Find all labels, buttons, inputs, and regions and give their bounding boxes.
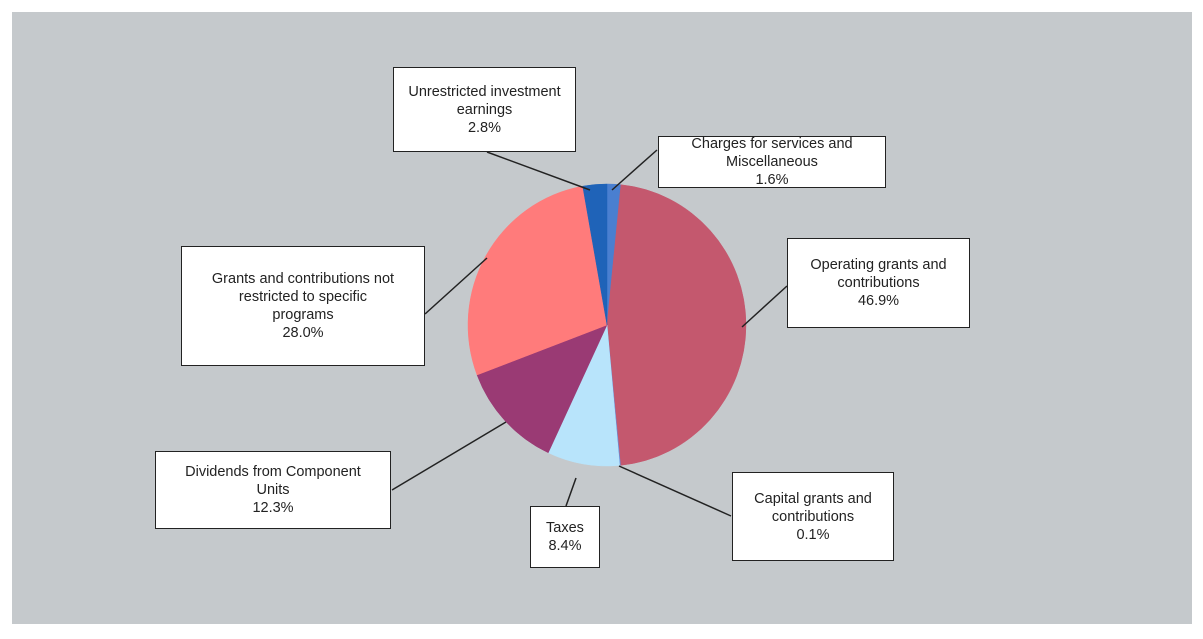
data-label-percent: 46.9% — [857, 293, 900, 309]
data-label-text: programs — [272, 307, 334, 323]
data-label-text: Units — [256, 482, 290, 498]
data-label-text: Charges for services and — [691, 136, 853, 152]
data-label-text: Capital grants and — [754, 490, 872, 507]
data-label-5: Grants and contributions not restricted t… — [181, 246, 425, 366]
data-label-6: Unrestricted investment earnings 2.8% — [393, 67, 576, 152]
leader-line-3 — [565, 477, 577, 507]
data-label-percent: 12.3% — [252, 500, 294, 516]
data-label-percent: 8.4% — [548, 538, 582, 554]
leader-line-5 — [424, 257, 488, 315]
data-label-percent: 28.0% — [282, 325, 324, 341]
leader-line-6 — [486, 151, 591, 191]
data-label-2: Capital grants and contributions 0.1% — [732, 472, 894, 561]
data-label-text: Grants and contributions not — [211, 271, 395, 287]
pie-slice-4 — [476, 324, 608, 454]
data-label-text: restricted to specific — [238, 289, 368, 305]
data-label-text: Taxes — [546, 520, 584, 536]
data-label-text: Miscellaneous — [726, 154, 818, 170]
data-label-text: Unrestricted investment — [408, 83, 561, 100]
data-label-4: Dividends from Component Units 12.3% — [155, 451, 391, 529]
pie-slice-6 — [582, 183, 608, 326]
data-label-text: Operating grants and — [810, 257, 947, 273]
data-label-text: contributions — [771, 508, 855, 525]
leader-line-0 — [611, 149, 658, 191]
data-label-percent: 2.8% — [467, 119, 502, 136]
data-label-text: contributions — [837, 275, 920, 291]
data-label-text: Dividends from Component — [185, 464, 361, 480]
data-label-text: earnings — [456, 101, 513, 118]
data-label-percent: 0.1% — [796, 526, 830, 543]
leader-line-2 — [618, 465, 732, 517]
data-label-percent: 1.6% — [755, 172, 789, 188]
leader-line-1 — [741, 285, 788, 328]
data-label-1: Operating grants and contributions 46.9% — [787, 238, 970, 328]
data-label-3: Taxes 8.4% — [530, 506, 600, 568]
pie-slice-5 — [467, 185, 608, 376]
leader-line-4 — [391, 421, 507, 491]
pie-slice-1 — [606, 184, 747, 466]
data-label-0: Charges for services and Miscellaneous 1.6… — [658, 136, 886, 188]
